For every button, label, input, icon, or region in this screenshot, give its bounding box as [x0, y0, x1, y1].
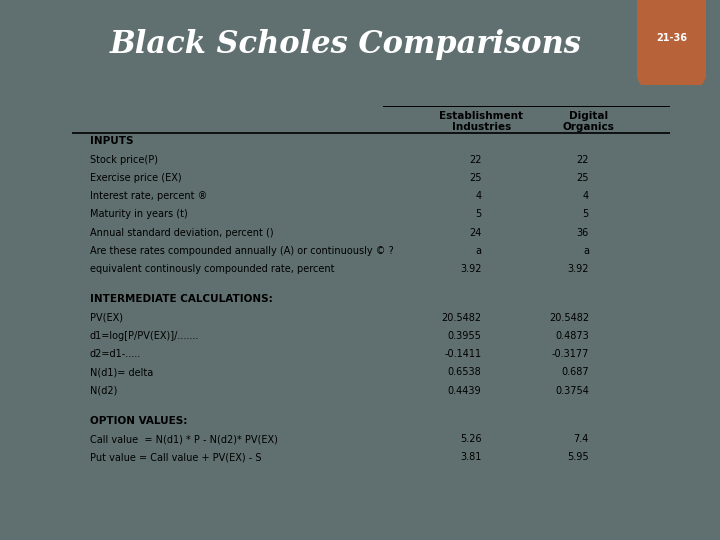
Text: OPTION VALUES:: OPTION VALUES:	[90, 416, 187, 426]
Text: Are these rates compounded annually (A) or continuously © ?: Are these rates compounded annually (A) …	[90, 246, 394, 256]
Text: 0.3955: 0.3955	[448, 331, 482, 341]
Text: 0.4439: 0.4439	[448, 386, 482, 396]
Text: Exercise price (EX): Exercise price (EX)	[90, 173, 181, 183]
Text: a: a	[583, 246, 589, 256]
Text: Stock price(P): Stock price(P)	[90, 154, 158, 165]
Text: N(d1)= delta: N(d1)= delta	[90, 368, 153, 377]
Text: Annual standard deviation, percent (): Annual standard deviation, percent ()	[90, 228, 274, 238]
Text: Establishment: Establishment	[439, 111, 523, 120]
Text: -0.3177: -0.3177	[552, 349, 589, 359]
Text: equivalent continously compounded rate, percent: equivalent continously compounded rate, …	[90, 265, 334, 274]
Text: N(d2): N(d2)	[90, 386, 117, 396]
Text: 7.4: 7.4	[574, 434, 589, 444]
Text: -0.1411: -0.1411	[444, 349, 482, 359]
Text: Put value = Call value + PV(EX) - S: Put value = Call value + PV(EX) - S	[90, 453, 261, 462]
Text: 36: 36	[577, 228, 589, 238]
Text: Call value  = N(d1) * P - N(d2)* PV(EX): Call value = N(d1) * P - N(d2)* PV(EX)	[90, 434, 278, 444]
Text: Black Scholes Comparisons: Black Scholes Comparisons	[109, 29, 582, 60]
Text: INTERMEDIATE CALCULATIONS:: INTERMEDIATE CALCULATIONS:	[90, 294, 273, 305]
Text: 0.687: 0.687	[562, 368, 589, 377]
Text: d2=d1-.....: d2=d1-.....	[90, 349, 141, 359]
Text: 25: 25	[469, 173, 482, 183]
Text: 24: 24	[469, 228, 482, 238]
Text: Organics: Organics	[563, 122, 615, 132]
Text: 22: 22	[469, 154, 482, 165]
Text: 4: 4	[475, 191, 482, 201]
Text: 25: 25	[577, 173, 589, 183]
Text: 5: 5	[582, 210, 589, 219]
Text: 4: 4	[582, 191, 589, 201]
Text: Digital: Digital	[570, 111, 608, 120]
Text: 3.81: 3.81	[460, 453, 482, 462]
Text: 21-36: 21-36	[656, 32, 687, 43]
FancyBboxPatch shape	[634, 0, 709, 94]
Text: 3.92: 3.92	[567, 265, 589, 274]
Text: 0.6538: 0.6538	[448, 368, 482, 377]
Text: 5.95: 5.95	[567, 453, 589, 462]
Text: 3.92: 3.92	[460, 265, 482, 274]
Text: 20.5482: 20.5482	[549, 313, 589, 322]
Text: PV(EX): PV(EX)	[90, 313, 123, 322]
Text: Maturity in years (t): Maturity in years (t)	[90, 210, 188, 219]
Text: a: a	[475, 246, 482, 256]
Text: 0.3754: 0.3754	[555, 386, 589, 396]
Text: INPUTS: INPUTS	[90, 136, 133, 146]
Text: 0.4873: 0.4873	[555, 331, 589, 341]
Text: 22: 22	[577, 154, 589, 165]
Text: Industries: Industries	[451, 122, 511, 132]
Text: 5.26: 5.26	[460, 434, 482, 444]
Text: Interest rate, percent ®: Interest rate, percent ®	[90, 191, 207, 201]
Text: 20.5482: 20.5482	[441, 313, 482, 322]
Text: d1=log[P/PV(EX)]/.......: d1=log[P/PV(EX)]/.......	[90, 331, 199, 341]
Text: 5: 5	[475, 210, 482, 219]
